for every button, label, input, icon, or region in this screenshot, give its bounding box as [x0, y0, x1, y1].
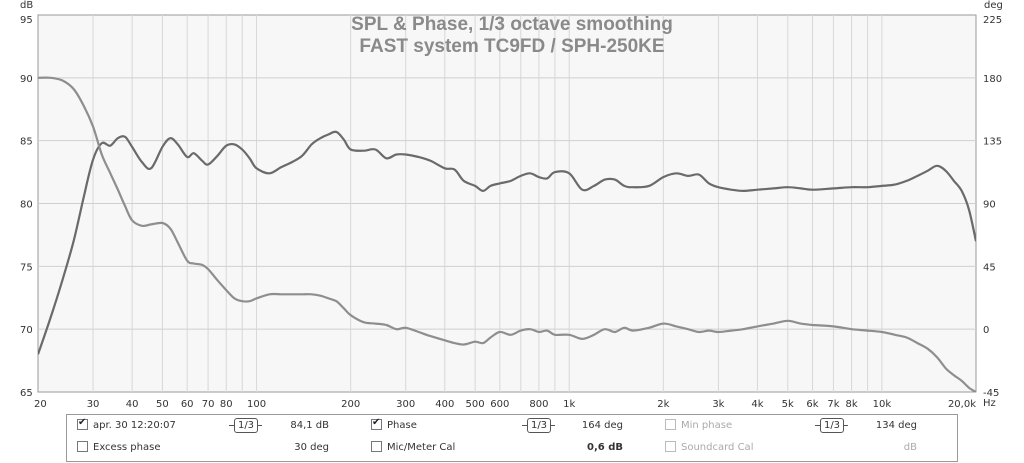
- x-tick-label: 80: [220, 399, 233, 410]
- x-tick-label: 3k: [712, 399, 724, 410]
- chart-grid: [37, 14, 977, 393]
- y2-tick-label: -45: [983, 388, 999, 399]
- chart-ticks: 20 30 40 50 60 70 80 100 200 300 400 500 600 800 1k 2k 3…: [20, 15, 1002, 410]
- chart-subtitle: FAST system TC9FD / SPH-250KE: [359, 36, 664, 57]
- phase-series-line: [38, 76, 976, 392]
- soundcard-cal-value: dB: [903, 442, 917, 453]
- y-tick-label: 70: [20, 325, 33, 336]
- phase-label: Phase: [387, 420, 417, 431]
- x-tick-label: 60: [181, 399, 194, 410]
- mic-cal-checkbox[interactable]: [371, 441, 382, 452]
- excess-phase-checkbox[interactable]: [77, 441, 88, 452]
- x-tick-label: 7k: [827, 399, 839, 410]
- x-tick-label: 5k: [782, 399, 794, 410]
- y2-tick-label: 90: [983, 200, 996, 211]
- x-tick-label: 50: [156, 399, 169, 410]
- min-phase-value: 134 deg: [875, 420, 917, 431]
- trace-label: apr. 30 12:20:07: [93, 420, 176, 431]
- x-tick-label: 300: [396, 399, 415, 410]
- chart-title: SPL & Phase, 1/3 octave smoothing: [351, 14, 673, 35]
- y2-tick-label: 135: [983, 137, 1002, 148]
- min-phase-label: Min phase: [681, 420, 733, 431]
- x-tick-label: 600: [490, 399, 509, 410]
- y-tick-label: 75: [20, 262, 33, 273]
- x-tick-label: 30: [87, 399, 100, 410]
- legend-panel: apr. 30 12:20:07 1/3 84,1 dB Phase 1/3 1…: [66, 414, 958, 462]
- y2-tick-label: 225: [983, 15, 1002, 26]
- phase-smoothing-selector[interactable]: 1/3: [522, 418, 556, 433]
- x-tick-label: 500: [466, 399, 485, 410]
- x-tick-label: 1k: [563, 399, 575, 410]
- x-tick-label: 20,0k: [948, 399, 976, 410]
- soundcard-cal-checkbox[interactable]: [665, 441, 676, 452]
- trace-checkbox[interactable]: [77, 417, 88, 430]
- x-tick-label: 800: [529, 399, 548, 410]
- legend-row-2: Excess phase 30 deg Mic/Meter Cal 0,6 dB…: [67, 438, 957, 458]
- x-tick-label: 6k: [806, 399, 818, 410]
- trace-value: 84,1 dB: [290, 420, 329, 431]
- x-tick-label: 400: [435, 399, 454, 410]
- excess-phase-label: Excess phase: [93, 442, 161, 453]
- x-tick-label: 2k: [657, 399, 669, 410]
- mic-cal-value: 0,6 dB: [587, 442, 623, 453]
- y-tick-label: 95: [20, 15, 33, 26]
- phase-value: 164 deg: [581, 420, 623, 431]
- y-tick-label: 65: [20, 388, 33, 399]
- excess-phase-value: 30 deg: [294, 442, 329, 453]
- y-tick-label: 85: [20, 137, 33, 148]
- smoothing-selector[interactable]: 1/3: [229, 418, 263, 433]
- x-tick-label: 40: [126, 399, 139, 410]
- y2-tick-label: 180: [983, 74, 1002, 85]
- soundcard-cal-label: Soundcard Cal: [681, 442, 754, 453]
- phase-checkbox[interactable]: [371, 417, 382, 430]
- spl-series-line: [38, 130, 976, 355]
- min-phase-smoothing-selector[interactable]: 1/3: [815, 418, 849, 433]
- min-phase-checkbox[interactable]: [665, 419, 676, 430]
- x-axis-unit: Hz: [983, 398, 996, 409]
- y2-axis-unit: deg: [984, 0, 1003, 11]
- x-tick-label: 4k: [751, 399, 763, 410]
- x-tick-label: 20: [34, 399, 47, 410]
- x-tick-label: 70: [202, 399, 215, 410]
- y2-tick-label: 45: [983, 262, 996, 273]
- legend-row-1: apr. 30 12:20:07 1/3 84,1 dB Phase 1/3 1…: [67, 416, 957, 436]
- chart-series: [38, 76, 976, 392]
- x-tick-label: 8k: [845, 399, 857, 410]
- spl-phase-chart: 20 30 40 50 60 70 80 100 200 300 400 500 600 800 1k 2k 3…: [20, 0, 1003, 410]
- y-axis-unit: dB: [20, 0, 33, 11]
- x-tick-label: 200: [341, 399, 360, 410]
- x-tick-label: 10k: [873, 399, 892, 410]
- mic-cal-label: Mic/Meter Cal: [387, 442, 456, 453]
- y-tick-label: 90: [20, 74, 33, 85]
- y2-tick-label: 0: [983, 325, 989, 336]
- x-tick-label: 100: [247, 399, 266, 410]
- y-tick-label: 80: [20, 200, 33, 211]
